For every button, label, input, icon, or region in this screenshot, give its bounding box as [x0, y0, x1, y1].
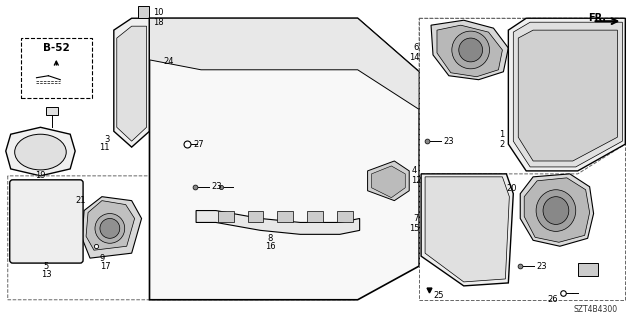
Text: 4: 4 [411, 167, 417, 175]
Polygon shape [248, 211, 264, 222]
Text: FR.: FR. [588, 13, 605, 23]
Text: 20: 20 [507, 184, 517, 193]
Text: 12: 12 [411, 176, 422, 185]
Polygon shape [508, 18, 625, 171]
Text: 1: 1 [499, 130, 504, 139]
Text: 10: 10 [154, 8, 164, 17]
Text: 21: 21 [76, 196, 86, 205]
Ellipse shape [100, 219, 120, 238]
Ellipse shape [536, 190, 576, 231]
Text: 11: 11 [99, 143, 110, 152]
Polygon shape [578, 263, 598, 276]
Polygon shape [116, 26, 147, 141]
Text: 24: 24 [163, 57, 174, 66]
Text: SZT4B4300: SZT4B4300 [573, 305, 618, 314]
Polygon shape [372, 166, 405, 198]
Polygon shape [86, 201, 134, 250]
FancyBboxPatch shape [10, 180, 83, 263]
Text: 19: 19 [35, 171, 45, 180]
Text: 8: 8 [268, 234, 273, 243]
Polygon shape [425, 177, 509, 282]
Polygon shape [114, 18, 150, 147]
FancyBboxPatch shape [20, 38, 92, 98]
Text: 2: 2 [499, 140, 504, 149]
Text: 26: 26 [547, 295, 558, 304]
Ellipse shape [459, 38, 483, 62]
Text: 17: 17 [100, 262, 111, 271]
Text: 16: 16 [265, 242, 276, 251]
Polygon shape [524, 178, 589, 242]
Text: 13: 13 [41, 271, 52, 279]
Polygon shape [47, 108, 58, 115]
Polygon shape [196, 211, 360, 234]
Text: 14: 14 [408, 53, 419, 63]
Polygon shape [367, 161, 409, 201]
Text: 23: 23 [211, 182, 221, 191]
Polygon shape [437, 25, 502, 77]
Polygon shape [421, 174, 513, 286]
Text: 23: 23 [443, 137, 454, 146]
Text: 27: 27 [193, 140, 204, 149]
Polygon shape [82, 197, 141, 258]
Polygon shape [337, 211, 353, 222]
Ellipse shape [543, 197, 569, 225]
Polygon shape [277, 211, 293, 222]
Polygon shape [518, 30, 618, 161]
Text: 6: 6 [413, 43, 419, 53]
Text: 25: 25 [433, 291, 444, 300]
Text: 18: 18 [154, 18, 164, 27]
Polygon shape [150, 18, 419, 109]
Text: 5: 5 [44, 262, 49, 271]
Text: 9: 9 [100, 254, 105, 263]
Ellipse shape [95, 213, 125, 243]
Polygon shape [218, 211, 234, 222]
Polygon shape [307, 211, 323, 222]
Polygon shape [152, 58, 159, 68]
Polygon shape [431, 20, 508, 80]
Polygon shape [520, 174, 593, 246]
Polygon shape [138, 6, 150, 18]
Ellipse shape [15, 134, 66, 170]
Text: 7: 7 [413, 214, 419, 223]
Polygon shape [150, 18, 419, 300]
Polygon shape [513, 22, 622, 167]
Text: 23: 23 [536, 262, 547, 271]
Text: B-52: B-52 [43, 43, 70, 53]
Text: 15: 15 [408, 224, 419, 233]
Polygon shape [6, 127, 75, 176]
Ellipse shape [452, 31, 490, 69]
Text: 3: 3 [104, 135, 110, 144]
